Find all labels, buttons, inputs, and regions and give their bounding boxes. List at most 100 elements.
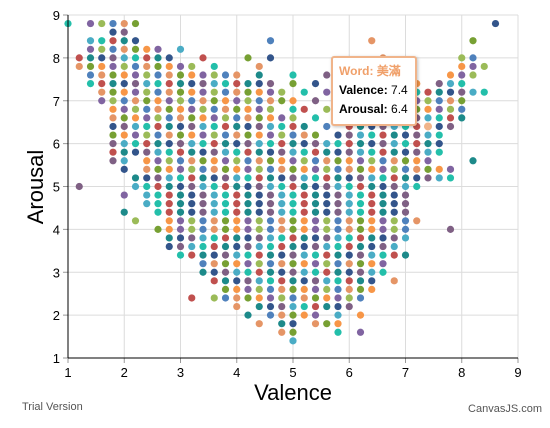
data-point[interactable] (210, 165, 218, 173)
data-point[interactable] (278, 174, 286, 182)
data-point[interactable] (176, 131, 185, 139)
data-point[interactable] (188, 105, 196, 113)
data-point[interactable] (289, 311, 297, 319)
data-point[interactable] (323, 182, 331, 191)
data-point[interactable] (401, 140, 410, 148)
data-point[interactable] (165, 174, 173, 182)
data-point[interactable] (176, 122, 185, 131)
data-point[interactable] (334, 302, 342, 311)
data-point[interactable] (199, 191, 207, 199)
data-point[interactable] (176, 208, 185, 216)
data-point[interactable] (233, 148, 241, 156)
data-point[interactable] (233, 71, 241, 79)
data-point[interactable] (255, 62, 263, 71)
data-point[interactable] (311, 140, 320, 148)
data-point[interactable] (323, 217, 331, 225)
data-point[interactable] (210, 182, 218, 191)
data-point[interactable] (255, 320, 263, 328)
data-point[interactable] (210, 62, 218, 71)
data-point[interactable] (334, 225, 342, 233)
data-point[interactable] (289, 131, 297, 139)
data-point[interactable] (379, 251, 387, 259)
data-point[interactable] (345, 277, 353, 285)
data-point[interactable] (199, 114, 207, 122)
data-point[interactable] (244, 200, 252, 208)
data-point[interactable] (165, 80, 173, 88)
data-point[interactable] (401, 208, 410, 216)
data-point[interactable] (413, 174, 421, 182)
data-point[interactable] (435, 140, 443, 148)
data-point[interactable] (221, 234, 230, 242)
data-point[interactable] (345, 191, 353, 199)
data-point[interactable] (401, 182, 410, 191)
data-point[interactable] (458, 54, 466, 62)
data-point[interactable] (368, 174, 376, 182)
data-point[interactable] (368, 148, 376, 156)
data-point[interactable] (176, 157, 185, 165)
data-point[interactable] (143, 200, 151, 208)
data-point[interactable] (356, 277, 365, 285)
data-point[interactable] (266, 157, 275, 165)
data-point[interactable] (345, 251, 353, 259)
data-point[interactable] (289, 337, 297, 345)
data-point[interactable] (210, 277, 218, 285)
data-point[interactable] (300, 251, 308, 259)
data-point[interactable] (233, 217, 241, 225)
data-point[interactable] (176, 234, 185, 242)
data-point[interactable] (188, 88, 196, 96)
data-point[interactable] (323, 260, 331, 268)
data-point[interactable] (244, 260, 252, 268)
data-point[interactable] (266, 174, 275, 182)
data-point[interactable] (345, 234, 353, 242)
data-point[interactable] (356, 208, 365, 216)
data-point[interactable] (244, 191, 252, 199)
data-point[interactable] (289, 105, 297, 113)
data-point[interactable] (289, 114, 297, 122)
data-point[interactable] (334, 277, 342, 285)
data-point[interactable] (86, 62, 95, 71)
data-point[interactable] (368, 191, 376, 199)
data-point[interactable] (278, 191, 286, 199)
data-point[interactable] (266, 242, 275, 251)
data-point[interactable] (379, 165, 387, 173)
highlighted-data-point[interactable] (423, 121, 433, 132)
data-point[interactable] (289, 242, 297, 251)
data-point[interactable] (266, 88, 275, 96)
data-point[interactable] (323, 148, 331, 156)
data-point[interactable] (266, 182, 275, 191)
data-point[interactable] (98, 80, 106, 88)
data-point[interactable] (390, 140, 398, 148)
data-point[interactable] (390, 234, 398, 242)
data-point[interactable] (446, 174, 455, 182)
data-point[interactable] (199, 260, 207, 268)
data-point[interactable] (221, 105, 230, 113)
data-point[interactable] (368, 234, 376, 242)
data-point[interactable] (143, 71, 151, 79)
data-point[interactable] (390, 200, 398, 208)
data-point[interactable] (334, 131, 342, 139)
data-point[interactable] (176, 165, 185, 173)
data-point[interactable] (300, 174, 308, 182)
data-point[interactable] (278, 242, 286, 251)
data-point[interactable] (165, 182, 173, 191)
data-point[interactable] (390, 165, 398, 173)
data-point[interactable] (154, 191, 162, 199)
data-point[interactable] (311, 208, 320, 216)
data-point[interactable] (143, 45, 151, 53)
data-point[interactable] (266, 97, 275, 105)
data-point[interactable] (109, 131, 117, 139)
data-point[interactable] (266, 140, 275, 148)
data-point[interactable] (255, 157, 263, 165)
data-point[interactable] (154, 182, 162, 191)
data-point[interactable] (131, 182, 140, 191)
data-point[interactable] (244, 242, 252, 251)
data-point[interactable] (469, 54, 477, 62)
data-point[interactable] (244, 131, 252, 139)
data-point[interactable] (131, 54, 140, 62)
data-point[interactable] (176, 62, 185, 71)
data-point[interactable] (300, 105, 308, 113)
data-point[interactable] (278, 302, 286, 311)
data-point[interactable] (368, 200, 376, 208)
data-point[interactable] (424, 174, 432, 182)
data-point[interactable] (244, 165, 252, 173)
